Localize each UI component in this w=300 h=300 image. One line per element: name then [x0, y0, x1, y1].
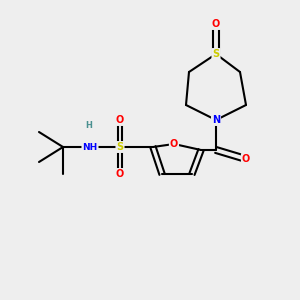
- Text: H: H: [85, 122, 92, 130]
- Text: N: N: [212, 115, 220, 125]
- Text: O: O: [212, 19, 220, 29]
- Text: NH: NH: [82, 142, 98, 152]
- Text: S: S: [212, 49, 220, 59]
- Text: O: O: [116, 115, 124, 125]
- Text: O: O: [242, 154, 250, 164]
- Text: O: O: [116, 169, 124, 179]
- Text: S: S: [116, 142, 124, 152]
- Text: O: O: [170, 139, 178, 149]
